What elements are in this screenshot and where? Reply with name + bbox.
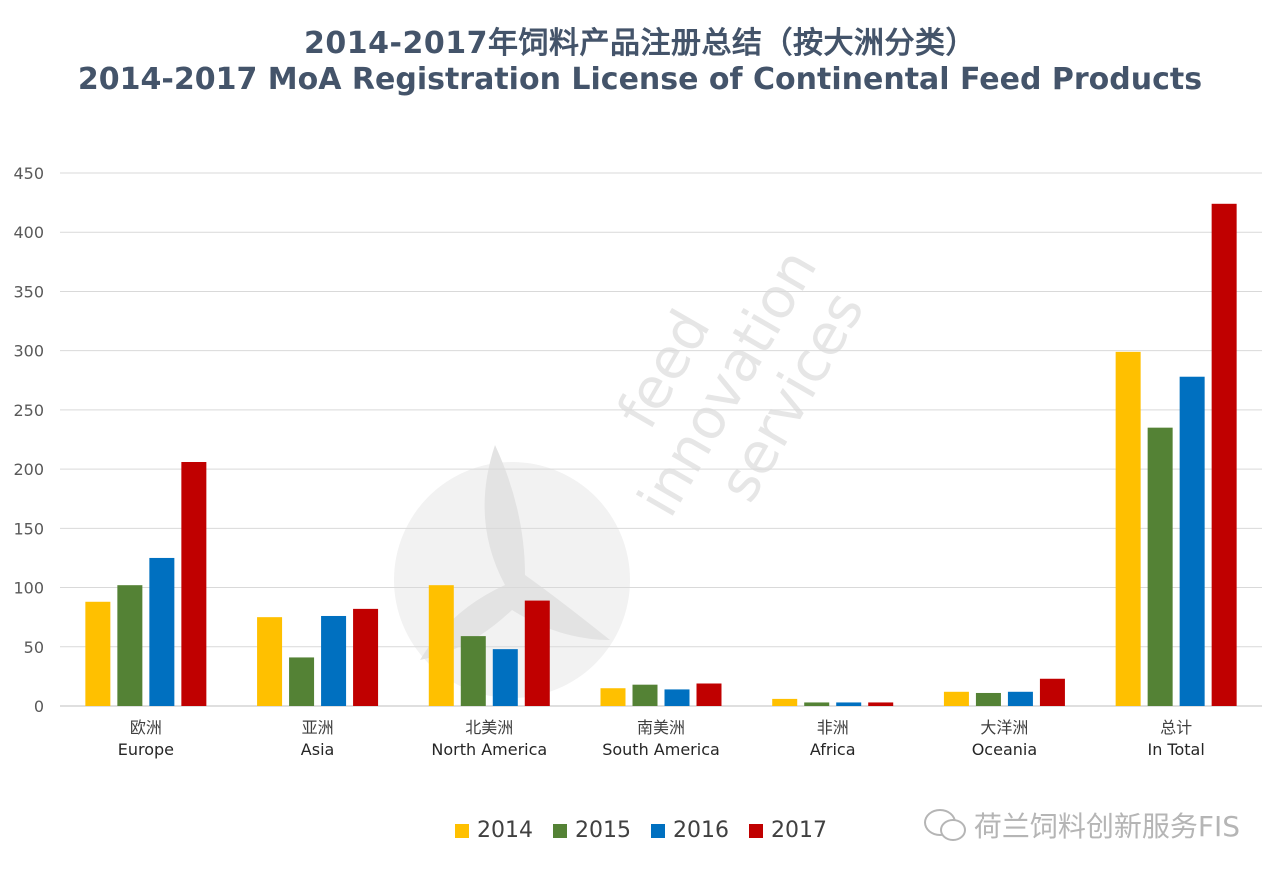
- x-label-en: North America: [431, 740, 547, 759]
- x-label-cn: 北美洲: [465, 718, 513, 737]
- legend-item-2015: 2015: [553, 818, 631, 843]
- bar-2014-oceania: [943, 691, 969, 706]
- bar-2017-oceania: [1039, 678, 1065, 706]
- bar-2014-north-america: [428, 585, 454, 706]
- bar-2014-africa: [772, 698, 798, 706]
- y-tick-label: 50: [24, 638, 44, 657]
- bar-2016-oceania: [1007, 691, 1033, 706]
- x-label-en: Africa: [810, 740, 856, 759]
- x-axis-labels: 欧洲 Europe 亚洲 Asia 北美洲 North America 南美洲 South A…: [118, 718, 1205, 759]
- bar-2015-africa: [804, 702, 830, 706]
- bar-2014-asia: [257, 617, 283, 706]
- x-label-cn: 亚洲: [302, 718, 334, 737]
- x-label-en: Europe: [118, 740, 174, 759]
- x-label-en: Asia: [301, 740, 335, 759]
- watermark-propeller-shape: [420, 445, 610, 660]
- bar-2016-north-america: [492, 649, 518, 706]
- wechat-icon: [922, 807, 968, 843]
- bar-2015-in-total: [1147, 427, 1173, 706]
- bar-2015-europe: [117, 585, 143, 706]
- bar-2015-south-america: [632, 684, 658, 706]
- bar-2016-asia: [321, 615, 347, 706]
- legend: 2014 2015 2016 2017: [455, 818, 827, 843]
- legend-label-2014: 2014: [477, 818, 533, 843]
- y-tick-label: 150: [13, 519, 44, 538]
- bars: [85, 203, 1237, 706]
- bar-2015-oceania: [975, 692, 1001, 706]
- x-label-en: South America: [602, 740, 720, 759]
- x-label-cn: 非洲: [817, 718, 849, 737]
- legend-swatch-2015: [553, 823, 567, 838]
- y-tick-label: 0: [34, 697, 44, 716]
- x-label-en: Oceania: [972, 740, 1037, 759]
- y-tick-label: 450: [13, 164, 44, 183]
- y-tick-label: 100: [13, 579, 44, 598]
- x-label-cn: 南美洲: [637, 718, 685, 737]
- legend-swatch-2014: [455, 823, 469, 838]
- bar-2015-asia: [289, 657, 315, 706]
- bar-2015-north-america: [460, 636, 486, 706]
- bar-2017-in-total: [1211, 203, 1237, 706]
- bar-2014-europe: [85, 601, 111, 706]
- bar-2017-north-america: [524, 600, 550, 706]
- bar-2017-europe: [181, 462, 207, 706]
- bar-2017-africa: [868, 702, 894, 706]
- legend-swatch-2016: [651, 823, 665, 838]
- legend-item-2016: 2016: [651, 818, 729, 843]
- bar-2016-south-america: [664, 689, 690, 706]
- y-tick-label: 350: [13, 282, 44, 301]
- legend-label-2015: 2015: [575, 818, 631, 843]
- legend-label-2016: 2016: [673, 818, 729, 843]
- bar-2017-asia: [353, 608, 379, 706]
- legend-swatch-2017: [749, 823, 763, 838]
- chart-title-chinese: 2014-2017年饲料产品注册总结（按大洲分类）: [304, 26, 976, 61]
- y-tick-label: 300: [13, 342, 44, 361]
- legend-item-2014: 2014: [455, 818, 533, 843]
- x-label-cn: 总计: [1160, 718, 1192, 737]
- brand-text: 荷兰饲料创新服务FIS: [973, 810, 1240, 843]
- bar-2016-africa: [836, 702, 862, 706]
- legend-item-2017: 2017: [749, 818, 827, 843]
- x-label-cn: 欧洲: [130, 718, 162, 737]
- bar-2014-in-total: [1115, 351, 1141, 706]
- bar-2017-south-america: [696, 683, 722, 706]
- x-label-en: In Total: [1147, 740, 1204, 759]
- y-tick-label: 200: [13, 460, 44, 479]
- bar-2016-europe: [149, 557, 175, 706]
- bar-2016-in-total: [1179, 376, 1205, 706]
- y-tick-label: 400: [13, 223, 44, 242]
- legend-label-2017: 2017: [771, 818, 827, 843]
- bar-2014-south-america: [600, 688, 626, 706]
- wechat-brand-watermark: 荷兰饲料创新服务FIS: [922, 805, 1240, 845]
- x-label-cn: 大洋洲: [980, 718, 1028, 737]
- y-tick-label: 250: [13, 401, 44, 420]
- chart-title-english: 2014-2017 MoA Registration License of Co…: [77, 62, 1203, 97]
- y-axis-ticks: 0 50 100 150 200 250 300 350 400 450: [13, 164, 44, 716]
